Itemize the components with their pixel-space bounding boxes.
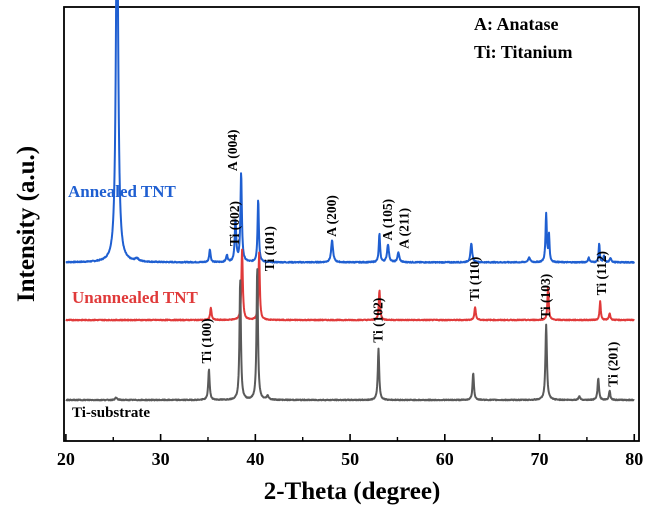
x-axis-ticks: 20 30 40 50 60 70 80 <box>57 434 643 469</box>
peak-label: Ti (103) <box>538 274 553 319</box>
plot-frame <box>63 6 640 442</box>
peak-label: A (004) <box>225 129 240 171</box>
x-tick-label: 50 <box>341 449 359 469</box>
peak-label: A (105) <box>380 199 395 241</box>
peak-label: Ti (201) <box>606 342 621 387</box>
peak-label: A (200) <box>324 195 339 237</box>
x-axis-title: 2-Theta (degree) <box>264 478 441 505</box>
peak-labels: A (101)A (004)A (200)A (105)A (211)Ti (0… <box>199 129 621 387</box>
peak-label: Ti (112) <box>594 251 609 295</box>
peak-label: Ti (100) <box>199 318 214 363</box>
series-labels: Annealed TNT Unannealed TNT Ti-substrate <box>68 182 198 421</box>
series-line-ti-substrate <box>65 268 635 402</box>
series-traces <box>65 0 636 402</box>
peak-label: Ti (002) <box>227 201 242 246</box>
legend-entry-titanium: Ti: Titanium <box>474 42 573 62</box>
series-label-ti-substrate: Ti-substrate <box>72 405 150 421</box>
x-tick-label: 80 <box>625 449 643 469</box>
series-line-annealed-tnt <box>65 0 636 264</box>
series-label-unannealed-tnt: Unannealed TNT <box>72 288 198 307</box>
x-tick-label: 20 <box>57 449 75 469</box>
x-tick-label: 30 <box>152 449 170 469</box>
legend: A: Anatase Ti: Titanium <box>474 14 573 62</box>
peak-label: Ti (110) <box>467 257 482 301</box>
legend-entry-anatase: A: Anatase <box>474 14 559 34</box>
y-axis-title: Intensity (a.u.) <box>13 146 40 302</box>
x-tick-label: 60 <box>436 449 454 469</box>
peak-label: A (211) <box>396 208 411 249</box>
peak-label: Ti (101) <box>262 226 277 271</box>
series-label-annealed-tnt: Annealed TNT <box>68 182 177 201</box>
x-tick-label: 70 <box>531 449 549 469</box>
peak-label: Ti (102) <box>371 298 386 343</box>
series-line-unannealed-tnt <box>65 248 635 322</box>
x-tick-label: 40 <box>246 449 264 469</box>
